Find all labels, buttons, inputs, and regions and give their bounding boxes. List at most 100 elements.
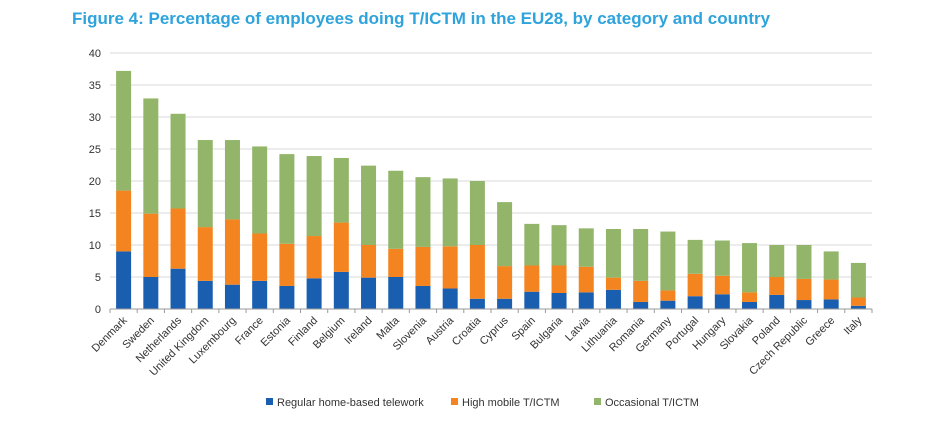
bar-segment bbox=[850, 305, 866, 309]
bar-segment bbox=[333, 271, 349, 309]
bar-segment bbox=[170, 268, 186, 309]
bar-segment bbox=[769, 294, 785, 309]
bar-segment bbox=[660, 290, 676, 301]
bar-segment bbox=[224, 219, 240, 285]
legend-label: Occasional T/ICTM bbox=[605, 397, 699, 409]
bar-segment bbox=[197, 280, 213, 309]
x-tick-label: Cyprus bbox=[478, 314, 511, 347]
bar-segment bbox=[850, 297, 866, 306]
bar-segment bbox=[306, 236, 322, 279]
bar-segment bbox=[769, 277, 785, 295]
bar-segment bbox=[170, 208, 186, 269]
bar-segment bbox=[823, 279, 839, 300]
bar-segment bbox=[633, 301, 649, 309]
bar-segment bbox=[742, 301, 758, 309]
x-tick-label: Estonia bbox=[259, 314, 294, 349]
bar-segment bbox=[850, 262, 866, 298]
bar-segment bbox=[687, 273, 703, 297]
bar-segment bbox=[252, 146, 268, 234]
bar-segment bbox=[197, 227, 213, 281]
bar-segment bbox=[306, 156, 322, 237]
bar-segment bbox=[143, 98, 159, 214]
bar-segment bbox=[551, 293, 567, 309]
bar-segment bbox=[578, 292, 594, 309]
bar-segment bbox=[551, 265, 567, 293]
x-tick-label: Denmark bbox=[90, 314, 130, 354]
bar-segment bbox=[605, 289, 621, 309]
legend-label: High mobile T/ICTM bbox=[462, 397, 560, 409]
bar-segment bbox=[769, 245, 785, 277]
bar-segment bbox=[388, 170, 404, 249]
bar-segment bbox=[796, 278, 812, 301]
bar-segment bbox=[551, 225, 567, 266]
bar-segment bbox=[252, 280, 268, 309]
y-tick-label: 40 bbox=[89, 48, 101, 60]
bar-segment bbox=[279, 243, 295, 286]
bar-segment bbox=[633, 280, 649, 302]
bar-segment bbox=[306, 278, 322, 309]
bar-segment bbox=[252, 233, 268, 281]
bar-segment bbox=[687, 296, 703, 309]
bar-segment bbox=[388, 277, 404, 309]
bar-segment bbox=[415, 246, 431, 286]
bar-segment bbox=[333, 157, 349, 223]
bar-segment bbox=[497, 202, 513, 267]
bar-segment bbox=[361, 245, 377, 278]
bar-segment bbox=[333, 222, 349, 272]
bar-segment bbox=[660, 231, 676, 291]
y-tick-label: 30 bbox=[89, 112, 101, 124]
bar-segment bbox=[633, 229, 649, 281]
bar-segment bbox=[116, 190, 132, 252]
x-tick-label: Greece bbox=[803, 315, 837, 349]
bar-segment bbox=[469, 298, 485, 309]
y-tick-label: 5 bbox=[95, 272, 101, 284]
y-tick-label: 35 bbox=[89, 80, 101, 92]
bar-segment bbox=[714, 275, 730, 295]
x-tick-label: Ireland bbox=[342, 315, 374, 347]
bar-segment bbox=[361, 165, 377, 245]
bar-segment bbox=[415, 177, 431, 247]
bar-segment bbox=[279, 285, 295, 309]
bar-segment bbox=[796, 300, 812, 309]
bar-segment bbox=[714, 240, 730, 276]
bar-segment bbox=[170, 113, 186, 209]
bar-segment bbox=[605, 277, 621, 290]
chart-title: Figure 4: Percentage of employees doing … bbox=[72, 9, 771, 28]
bar-segment bbox=[742, 292, 758, 302]
bar-segment bbox=[687, 239, 703, 274]
bar-segment bbox=[469, 181, 485, 245]
bar-segment bbox=[823, 251, 839, 280]
bar-segment bbox=[524, 223, 540, 266]
bar-segment bbox=[578, 266, 594, 293]
bar-segment bbox=[469, 245, 485, 299]
bar-segment bbox=[660, 300, 676, 309]
bar-segment bbox=[714, 294, 730, 309]
bar-segment bbox=[524, 265, 540, 292]
bar-segment bbox=[497, 298, 513, 309]
legend-swatch bbox=[451, 398, 458, 405]
bar-segment bbox=[279, 154, 295, 244]
bar-segment bbox=[442, 178, 458, 247]
y-tick-label: 0 bbox=[95, 304, 101, 316]
y-tick-label: 20 bbox=[89, 176, 101, 188]
bars bbox=[116, 70, 866, 309]
bar-segment bbox=[442, 288, 458, 309]
bar-segment bbox=[116, 70, 132, 191]
bar-segment bbox=[823, 299, 839, 309]
bar-segment bbox=[497, 266, 513, 299]
bar-segment bbox=[224, 284, 240, 309]
y-tick-label: 15 bbox=[89, 208, 101, 220]
bar-segment bbox=[361, 277, 377, 309]
bar-segment bbox=[442, 246, 458, 289]
gridlines bbox=[110, 52, 872, 278]
bar-segment bbox=[742, 243, 758, 293]
x-tick-label: Italy bbox=[842, 314, 865, 337]
legend-swatch bbox=[266, 398, 273, 405]
legend-label: Regular home-based telework bbox=[277, 397, 424, 409]
bar-segment bbox=[388, 248, 404, 277]
bar-segment bbox=[143, 277, 159, 309]
x-tick-label: Croatia bbox=[450, 314, 484, 348]
bar-segment bbox=[415, 285, 431, 309]
bar-segment bbox=[224, 140, 240, 220]
